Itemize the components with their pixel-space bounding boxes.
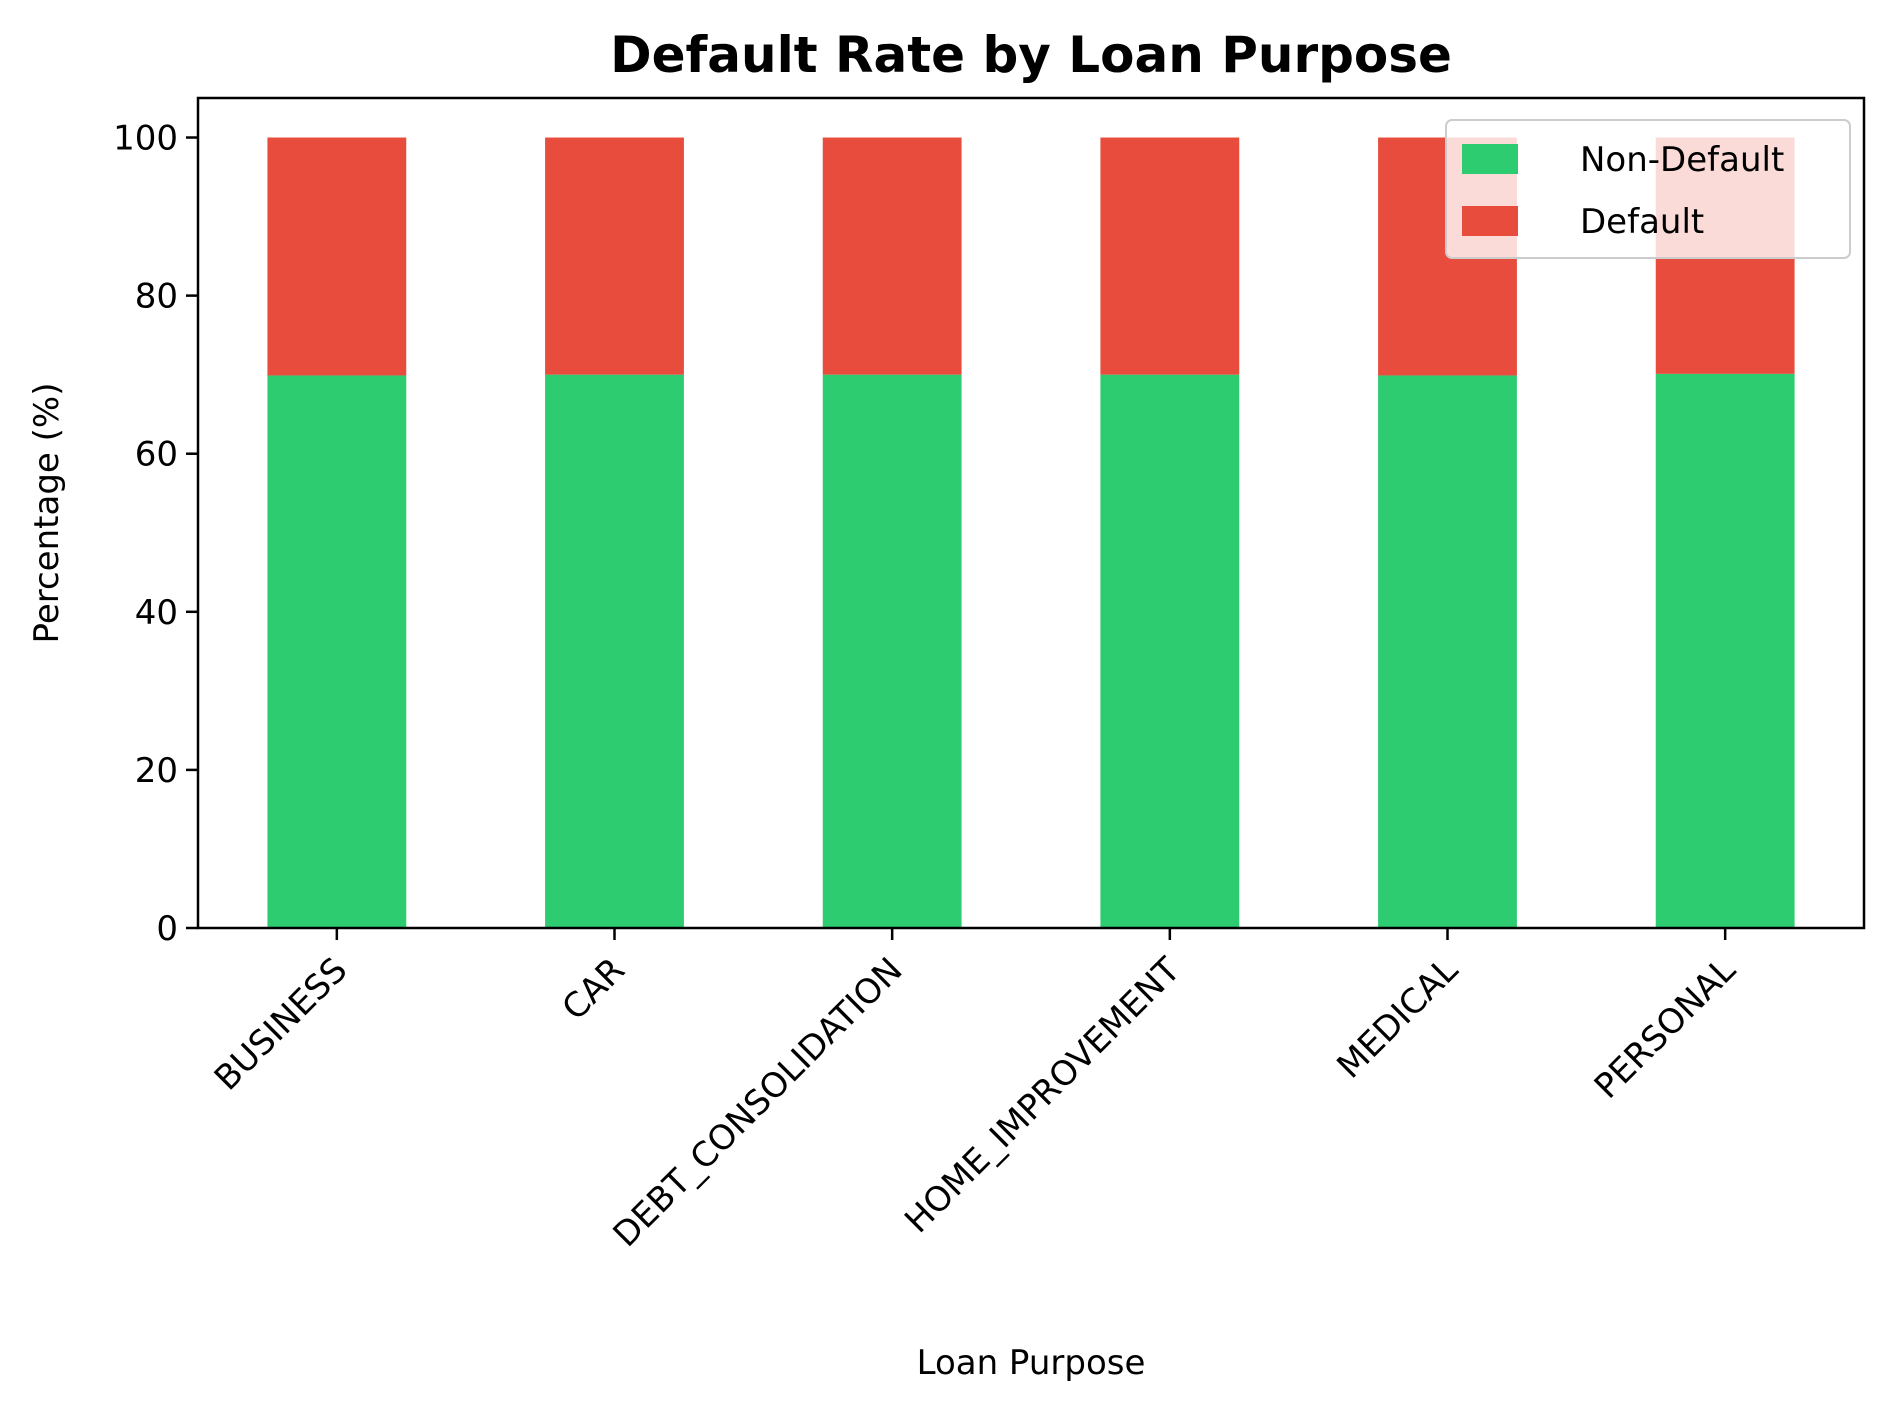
bar-non-default-personal [1655,373,1795,928]
chart-title: Default Rate by Loan Purpose [610,26,1452,84]
legend-swatch-default [1462,206,1518,236]
legend: Non-Default Default [1445,119,1851,259]
bar-default-business [267,137,407,376]
x-tick-label-debt-consolidation: DEBT_CONSOLIDATION [606,950,911,1255]
plot-frame [196,96,1866,930]
x-tick-label-business: BUSINESS [207,950,355,1098]
x-tick-label-medical: MEDICAL [1329,950,1465,1086]
bar-non-default-business [267,375,407,929]
y-axis-label: Percentage (%) [27,383,67,644]
y-tick-label-40: 40 [135,593,178,633]
legend-swatch-non-default [1462,144,1518,174]
y-axis: 0 20 40 60 80 100 [113,119,198,949]
legend-label-non-default: Non-Default [1580,140,1784,180]
y-tick-label-80: 80 [135,277,178,317]
y-tick-label-60: 60 [135,435,178,475]
bar-non-default-medical [1378,375,1517,929]
bar-non-default-debt-consolidation [822,374,962,928]
legend-box [1445,119,1851,259]
y-tick-label-100: 100 [113,119,178,159]
y-tick-label-20: 20 [135,751,178,791]
x-axis-label: Loan Purpose [917,1343,1146,1383]
bar-default-debt-consolidation [822,137,962,375]
x-tick-label-personal: PERSONAL [1587,950,1744,1107]
x-tick-label-car: CAR [555,950,633,1028]
bar-non-default-car [545,374,684,928]
bar-default-car [545,137,684,375]
y-tick-label-0: 0 [156,909,178,949]
x-tick-label-home-improvement: HOME_IMPROVEMENT [897,950,1188,1241]
bar-default-home-improvement [1100,137,1240,375]
x-axis: BUSINESS CARDEBT_CONSOLIDATIONHOME_IMPROV… [207,928,1744,1255]
bar-non-default-home-improvement [1100,374,1240,928]
legend-label-default: Default [1580,202,1704,242]
bars-layer [267,137,1795,929]
